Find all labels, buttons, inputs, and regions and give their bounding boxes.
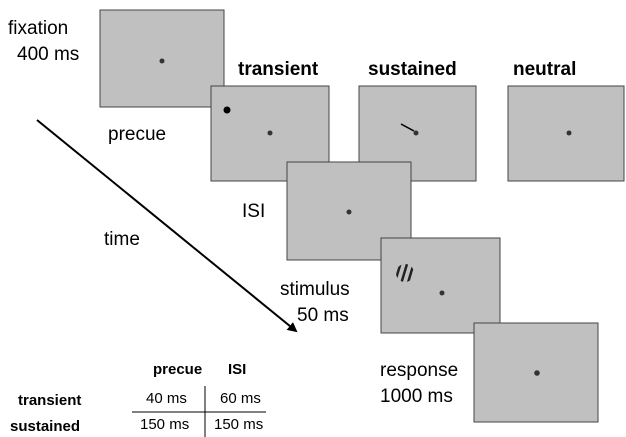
row-label: sustained (10, 418, 80, 435)
stimulus-duration: 50 ms (297, 305, 349, 326)
row-label: transient (18, 392, 81, 409)
fixation-duration: 400 ms (17, 44, 79, 65)
table-cell: 60 ms (220, 390, 261, 407)
fixation-dot (159, 58, 165, 64)
table-cell: 150 ms (140, 416, 189, 433)
response-duration: 1000 ms (380, 386, 453, 407)
table-header: ISI (228, 361, 246, 378)
precue-label: precue (108, 124, 166, 145)
condition-header: sustained (368, 59, 457, 80)
fixation-dot (534, 370, 540, 376)
fixation-label: fixation (8, 18, 68, 39)
precue-line (400, 123, 415, 132)
time-arrow (36, 119, 298, 333)
fixation-dot (413, 130, 419, 136)
stimulus-label: stimulus (280, 279, 350, 300)
condition-header: neutral (513, 59, 576, 80)
table-cell: 40 ms (146, 390, 187, 407)
response-label: response (380, 360, 458, 381)
precue-dot (223, 106, 231, 114)
table-header: precue (153, 361, 202, 378)
condition-header: transient (238, 59, 319, 80)
stimulus-frame (380, 237, 501, 334)
fixation-dot (346, 209, 352, 215)
time-label: time (104, 229, 140, 250)
table-cell: 150 ms (214, 416, 263, 433)
fixation-dot (439, 290, 445, 296)
neutral-precue-frame (507, 85, 625, 182)
fixation-dot (566, 130, 572, 136)
fixation-dot (267, 130, 273, 136)
isi-label: ISI (242, 201, 265, 222)
